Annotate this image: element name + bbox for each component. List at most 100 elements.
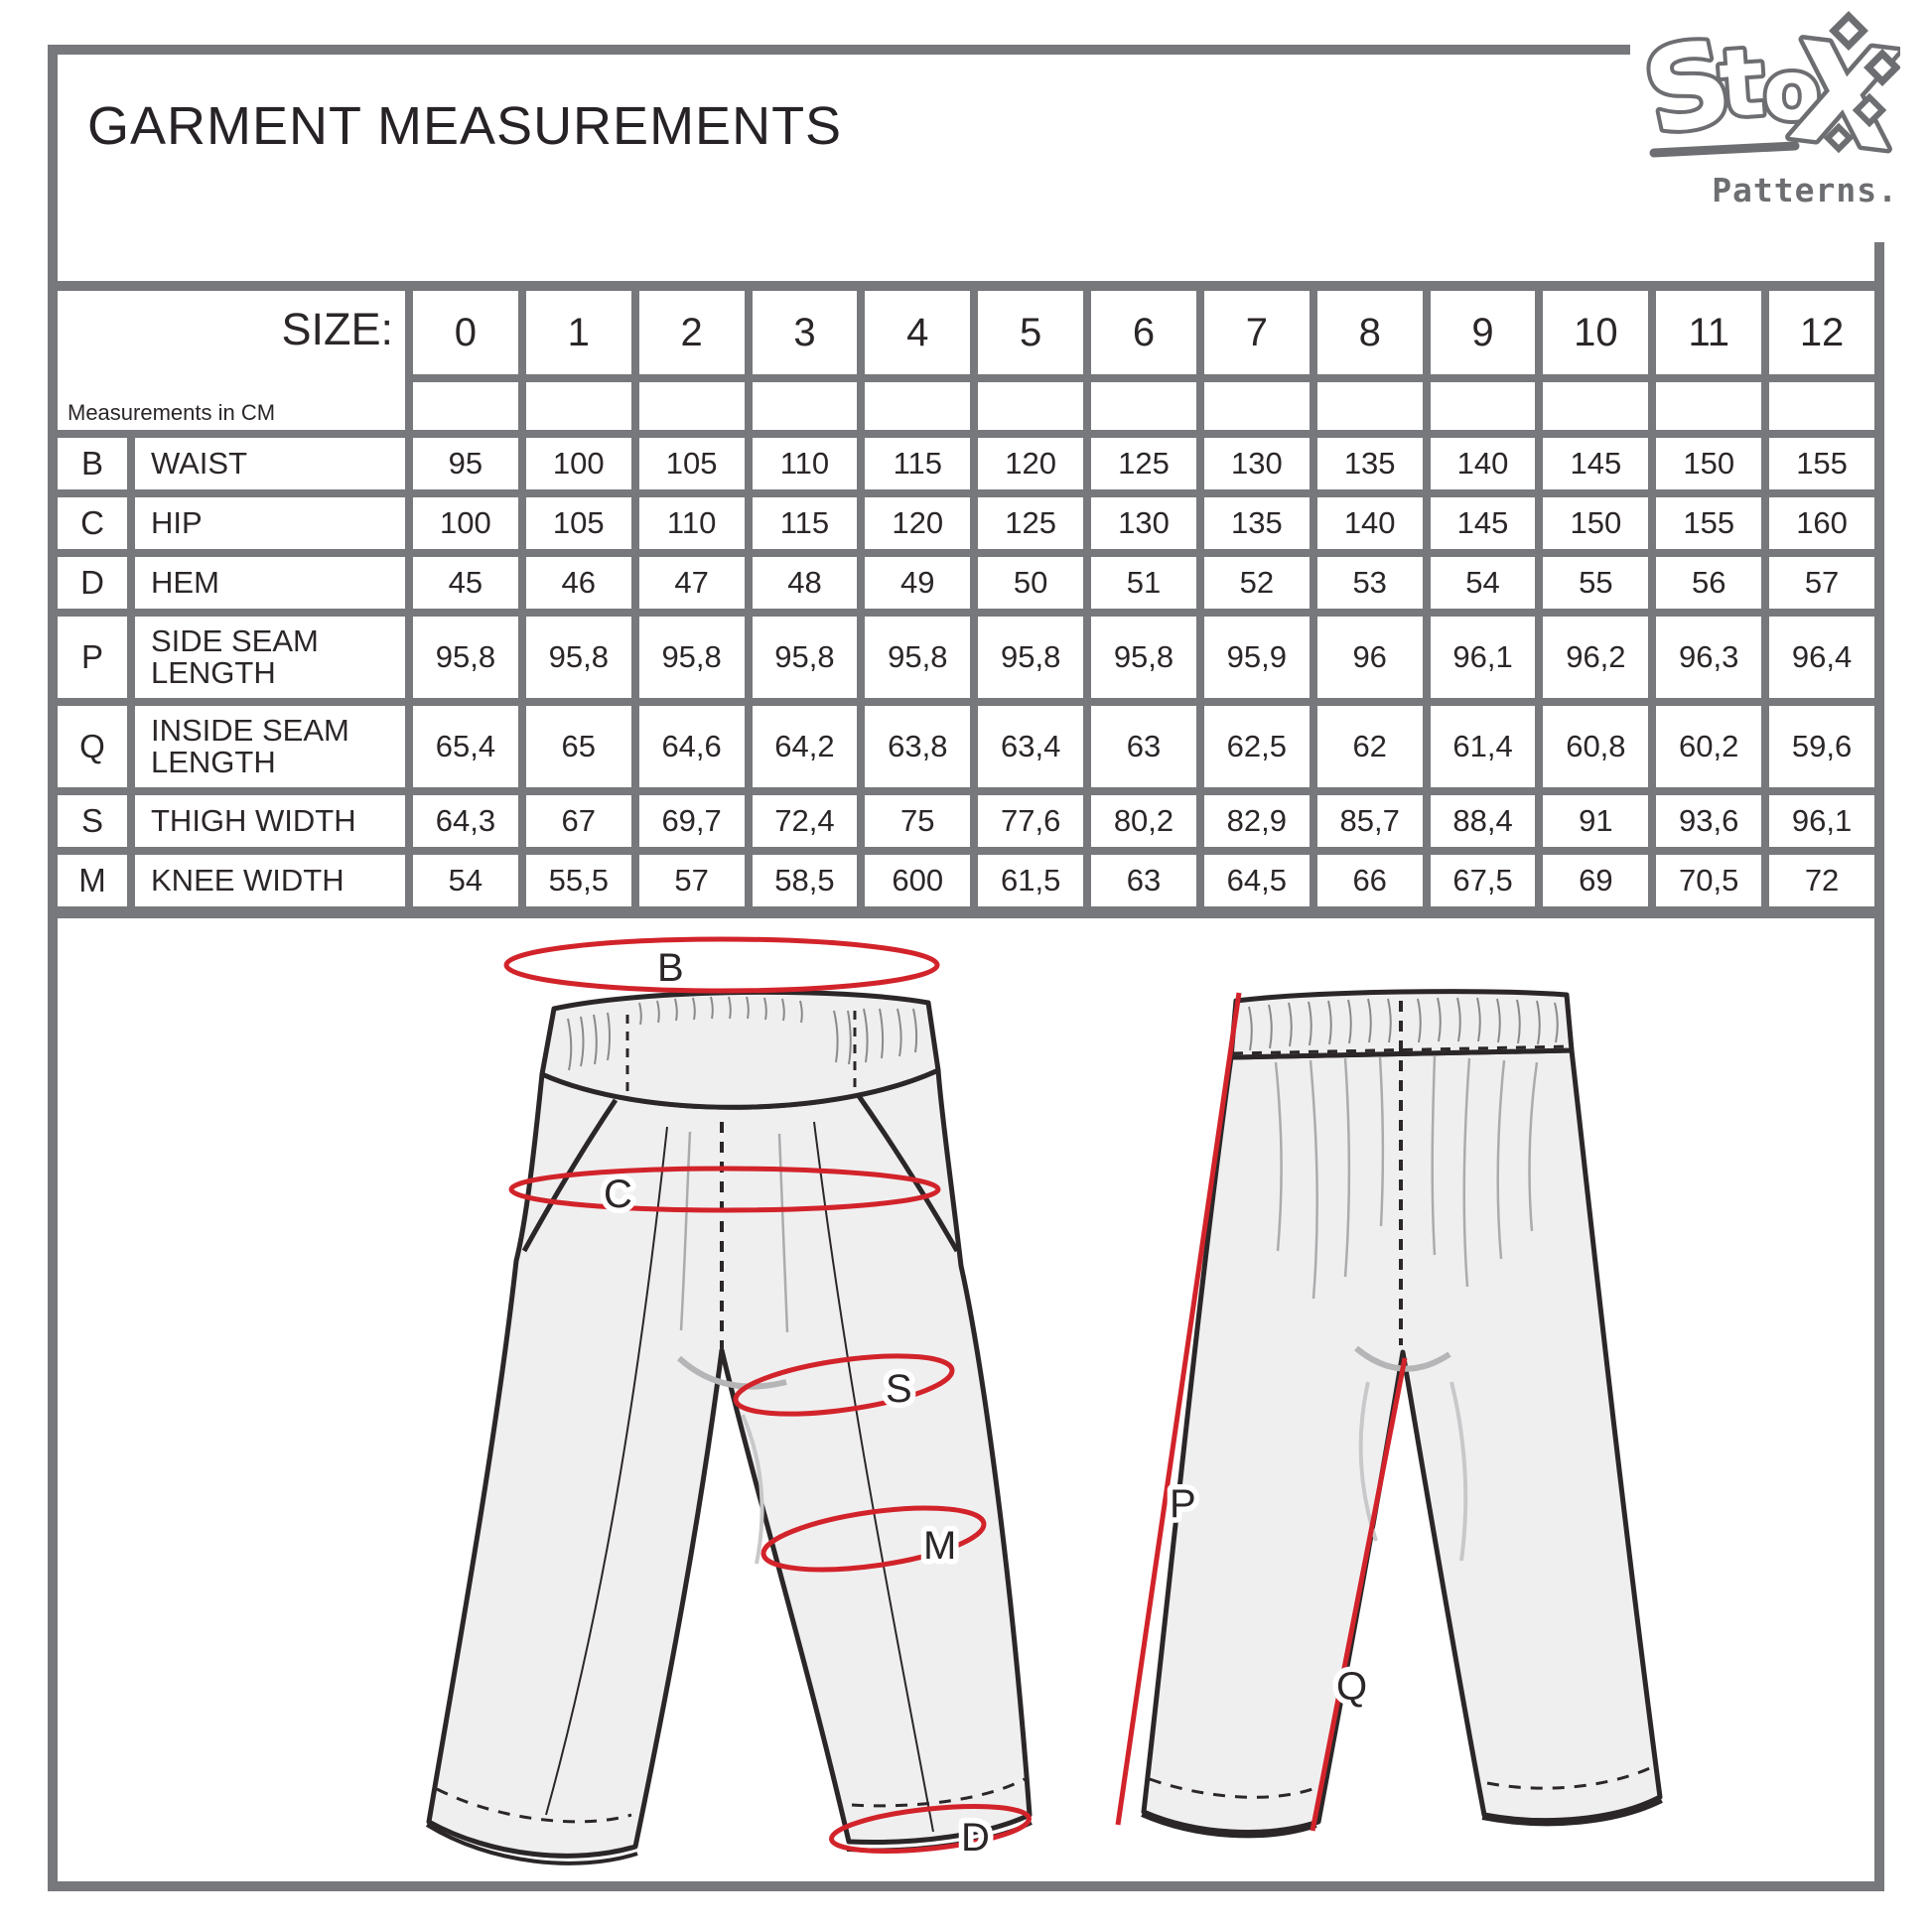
measure-value-cell: 65 <box>525 706 631 787</box>
front-crotch-shadow <box>676 1355 787 1565</box>
measure-value-cell: 72,4 <box>752 795 858 847</box>
measure-value-cell: 64,5 <box>1203 855 1310 906</box>
measure-value-cell: 135 <box>1203 497 1310 549</box>
size-header-cell: 8 <box>1316 291 1423 374</box>
measure-value-cell: 66 <box>1316 855 1423 906</box>
measure-value-cell: 62 <box>1316 706 1423 787</box>
measure-value-cell: 95,8 <box>865 617 971 698</box>
measure-value-cell: 77,6 <box>978 795 1084 847</box>
measure-value-cell: 47 <box>638 557 745 609</box>
measure-value-cell: 125 <box>978 497 1084 549</box>
size-header-cell: 9 <box>1430 291 1536 374</box>
spacer-cell <box>865 382 971 430</box>
spacer-cell <box>413 382 518 430</box>
measure-value-cell: 61,5 <box>978 855 1084 906</box>
measure-value-cell: 120 <box>865 497 971 549</box>
measure-value-cell: 55,5 <box>525 855 631 906</box>
measure-value-cell: 61,4 <box>1430 706 1536 787</box>
size-header-cell: 5 <box>978 291 1084 374</box>
measure-value-cell: 70,5 <box>1656 855 1762 906</box>
pants-front-view: B C S M D <box>425 936 1033 1865</box>
spacer-cell <box>1316 382 1423 430</box>
measure-value-cell: 50 <box>978 557 1084 609</box>
measure-value-cell: 91 <box>1543 795 1649 847</box>
measure-value-cell: 110 <box>752 438 858 489</box>
measure-value-cell: 51 <box>1091 557 1196 609</box>
measure-value-cell: 95,8 <box>752 617 858 698</box>
measure-value-cell: 105 <box>525 497 631 549</box>
measure-value-cell: 69 <box>1543 855 1649 906</box>
measure-value-cell: 56 <box>1656 557 1762 609</box>
units-note: Measurements in CM <box>68 399 276 425</box>
measure-value-cell: 93,6 <box>1656 795 1762 847</box>
size-header-cell: 11 <box>1656 291 1762 374</box>
measure-value-cell: 150 <box>1656 438 1762 489</box>
measure-label-cell: WAIST <box>135 438 405 489</box>
measure-value-cell: 115 <box>865 438 971 489</box>
svg-text:o: o <box>1763 42 1821 139</box>
measure-code-cell: P <box>58 617 127 698</box>
measure-value-cell: 105 <box>638 438 745 489</box>
spacer-cell <box>638 382 745 430</box>
measure-value-cell: 82,9 <box>1203 795 1310 847</box>
measure-value-cell: 100 <box>525 438 631 489</box>
measure-value-cell: 600 <box>865 855 971 906</box>
measure-value-cell: 63 <box>1091 706 1196 787</box>
measure-value-cell: 95,8 <box>978 617 1084 698</box>
size-header-cell: 7 <box>1203 291 1310 374</box>
measure-value-cell: 135 <box>1316 438 1423 489</box>
spacer-cell <box>1430 382 1536 430</box>
label-hip-c: C <box>604 1173 632 1216</box>
measure-label-cell: HEM <box>135 557 405 609</box>
measure-value-cell: 140 <box>1316 497 1423 549</box>
measure-value-cell: 60,2 <box>1656 706 1762 787</box>
size-header-cell: 12 <box>1769 291 1874 374</box>
label-knee-m: M <box>923 1524 956 1568</box>
spacer-cell <box>752 382 858 430</box>
measure-value-cell: 145 <box>1543 438 1649 489</box>
size-header-cell: 0 <box>413 291 518 374</box>
size-label: SIZE: <box>281 304 393 354</box>
measure-value-cell: 57 <box>638 855 745 906</box>
measure-value-cell: 100 <box>413 497 518 549</box>
measure-value-cell: 55 <box>1543 557 1649 609</box>
hip-measure-ellipse <box>508 1166 941 1213</box>
spacer-cell <box>1203 382 1310 430</box>
measure-value-cell: 95,8 <box>638 617 745 698</box>
svg-text:t: t <box>1716 29 1767 140</box>
measure-value-cell: 64,3 <box>413 795 518 847</box>
pants-back-view: P Q <box>1115 989 1663 1839</box>
measure-value-cell: 95,8 <box>525 617 631 698</box>
measure-value-cell: 130 <box>1203 438 1310 489</box>
measure-label-cell: KNEE WIDTH <box>135 855 405 906</box>
measure-value-cell: 72 <box>1769 855 1874 906</box>
hem-measure-ellipse <box>829 1804 1032 1854</box>
measure-label-cell: HIP <box>135 497 405 549</box>
measure-value-cell: 65,4 <box>413 706 518 787</box>
measure-value-cell: 75 <box>865 795 971 847</box>
measure-label-cell: THIGH WIDTH <box>135 795 405 847</box>
logo-wordmark: Patterns. <box>1712 171 1898 209</box>
back-waistband-gathers <box>1248 997 1559 1051</box>
back-hem-lines <box>1141 1763 1663 1839</box>
measure-value-cell: 115 <box>752 497 858 549</box>
measure-value-cell: 59,6 <box>1769 706 1874 787</box>
measure-value-cell: 48 <box>752 557 858 609</box>
measure-value-cell: 95,9 <box>1203 617 1310 698</box>
front-wrinkles <box>679 1131 789 1333</box>
knee-measure-ellipse <box>760 1505 987 1573</box>
size-header-cell: 6 <box>1091 291 1196 374</box>
measure-value-cell: 96 <box>1316 617 1423 698</box>
measure-value-cell: 110 <box>638 497 745 549</box>
measure-value-cell: 54 <box>1430 557 1536 609</box>
measure-code-cell: C <box>58 497 127 549</box>
measure-value-cell: 95,8 <box>1091 617 1196 698</box>
measurements-table: SIZE: Measurements in CM 0 1 2 3 4 5 6 7 8 9 10 11 12 B… <box>48 281 1884 918</box>
size-header-cell: 3 <box>752 291 858 374</box>
measure-code-cell: Q <box>58 706 127 787</box>
measure-value-cell: 80,2 <box>1091 795 1196 847</box>
label-side-seam-p: P <box>1170 1482 1196 1526</box>
measure-code-cell: S <box>58 795 127 847</box>
measure-value-cell: 58,5 <box>752 855 858 906</box>
measure-value-cell: 63,8 <box>865 706 971 787</box>
